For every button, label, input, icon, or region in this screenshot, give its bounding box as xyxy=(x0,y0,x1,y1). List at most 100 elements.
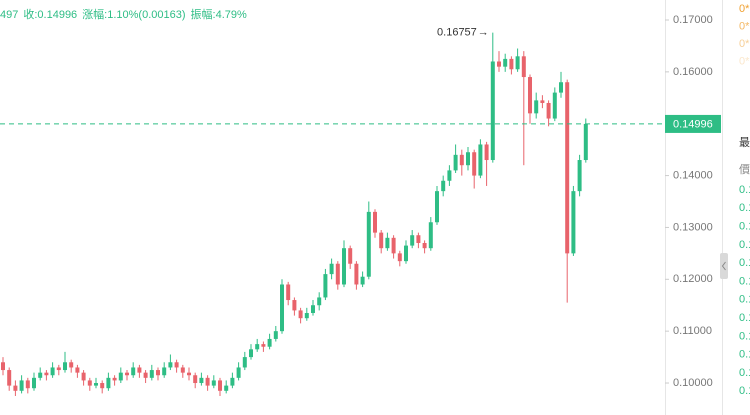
candle-body xyxy=(484,144,489,161)
last-price-box xyxy=(665,114,721,133)
candle-body xyxy=(348,248,353,264)
y-tick-label: 0.16000 xyxy=(673,66,713,78)
candle-body xyxy=(32,377,36,389)
candle-body xyxy=(193,375,198,384)
side-row: 0.1 xyxy=(739,275,750,287)
side-row: 0.1 xyxy=(739,312,750,324)
side-top-item: 0* xyxy=(739,20,750,32)
candle-body xyxy=(373,211,377,233)
candle-body xyxy=(50,367,55,376)
candle-body xyxy=(366,211,371,277)
candle-body xyxy=(546,102,551,119)
side-top-item: 0* xyxy=(739,55,750,67)
candle-body xyxy=(180,367,185,373)
candle-body xyxy=(422,242,427,249)
candle-body xyxy=(267,338,272,347)
side-row: 0.1 xyxy=(739,385,750,397)
candle-body xyxy=(497,61,501,67)
candle-body xyxy=(13,385,18,391)
candle-body xyxy=(156,370,160,376)
candle-body xyxy=(187,372,191,376)
candle-body xyxy=(385,237,390,249)
candle-body xyxy=(342,248,346,285)
candle-body xyxy=(236,367,241,378)
candle-body xyxy=(261,344,266,347)
last-price-label: 0.14996 xyxy=(673,118,713,130)
candle-body xyxy=(211,380,216,386)
candle-body xyxy=(304,313,309,319)
candle-body xyxy=(552,92,557,119)
candle-body xyxy=(435,191,439,223)
candle-body xyxy=(472,152,477,176)
candle-body xyxy=(379,232,384,249)
candle-body xyxy=(323,274,328,298)
candle-body xyxy=(242,357,247,368)
candle-body xyxy=(63,362,67,371)
candle-body xyxy=(1,362,5,371)
y-tick-label: 0.13000 xyxy=(673,221,713,233)
status-item: 涨幅:1.10%(0.00163) xyxy=(82,8,185,21)
status-item: 振幅:4.79% xyxy=(191,7,247,21)
side-row: 0.1 xyxy=(739,294,750,306)
side-column: 價 xyxy=(739,162,750,176)
panel-toggle[interactable] xyxy=(720,253,728,279)
side-row: 0.1 xyxy=(739,202,750,214)
candle-body xyxy=(583,123,588,161)
candle-body xyxy=(81,372,86,381)
candle-body xyxy=(311,305,315,314)
candle-body xyxy=(391,237,396,254)
status-item: 收:0.14996 xyxy=(23,7,77,21)
side-row: 0.1 xyxy=(739,349,750,361)
candle-body xyxy=(534,100,539,114)
candle-body xyxy=(249,349,253,358)
candle-body xyxy=(199,377,204,384)
y-tick-label: 0.10000 xyxy=(673,377,713,389)
candle-body xyxy=(143,372,148,378)
candle-body xyxy=(565,82,570,254)
candle-body xyxy=(329,263,334,275)
status-line: 497 收:0.14996 涨幅:1.10%(0.00163) 振幅:4.79% xyxy=(0,7,247,21)
candle-body xyxy=(335,263,340,285)
candle-body xyxy=(137,367,142,373)
candle-body xyxy=(112,377,117,381)
candle-body xyxy=(515,56,520,70)
candle-body xyxy=(205,377,210,386)
candle-body xyxy=(397,253,402,262)
candle-body xyxy=(280,284,284,332)
candle-body xyxy=(106,377,111,389)
toggle-arrow xyxy=(721,261,726,271)
candle-body xyxy=(428,222,433,249)
candle-body xyxy=(87,380,92,386)
candle-body xyxy=(19,380,24,391)
candle-body xyxy=(224,385,229,391)
max-label: 0.16757 xyxy=(437,27,477,39)
side-row: 0.1 xyxy=(739,330,750,342)
candle-body xyxy=(528,77,532,114)
y-tick-label: 0.14000 xyxy=(673,169,713,181)
side-row: 0.1 xyxy=(739,221,750,233)
candle-body xyxy=(503,58,508,67)
candle-body xyxy=(75,367,80,373)
candle-body xyxy=(7,370,12,386)
side-row: 0.1 xyxy=(739,367,750,379)
candle-body xyxy=(218,380,222,391)
candle-body xyxy=(466,152,470,166)
candle-body xyxy=(559,82,563,93)
candle-body xyxy=(317,297,322,306)
candle-body xyxy=(131,367,136,376)
candle-body xyxy=(168,362,173,368)
candle-body xyxy=(149,370,154,378)
candle-body xyxy=(125,372,129,376)
candle-body xyxy=(286,284,291,301)
candle-body xyxy=(571,191,576,254)
side-top-item: 0* xyxy=(739,3,750,15)
candle-body xyxy=(230,377,235,386)
side-row: 0.1 xyxy=(739,184,750,196)
candle-body xyxy=(255,344,260,350)
candle-body xyxy=(360,276,365,285)
candle-body xyxy=(118,372,123,381)
max-marker: → xyxy=(478,27,489,39)
candle-body xyxy=(447,170,452,181)
